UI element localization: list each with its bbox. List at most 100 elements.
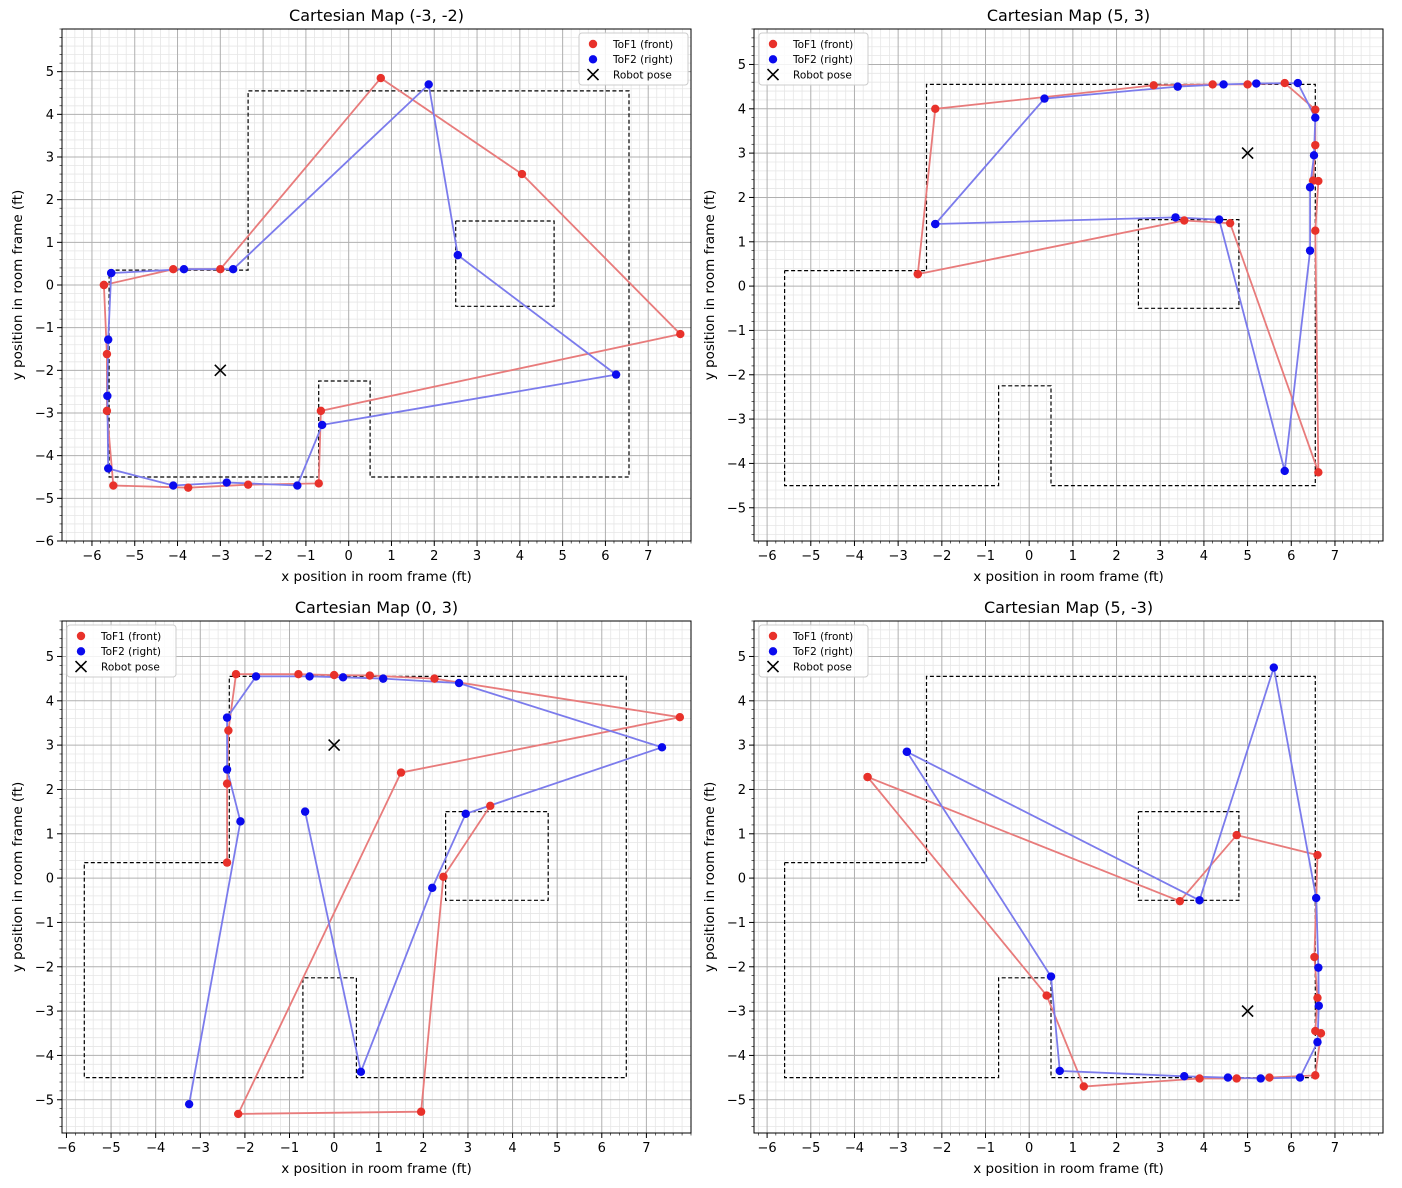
legend-entry-tof1-label: ToF1 (front) <box>100 631 161 643</box>
data-point-tof2 <box>1173 82 1182 91</box>
data-point-tof2 <box>1293 78 1303 88</box>
x-tick-label: 2 <box>1112 1141 1120 1156</box>
x-tick-label: 5 <box>1243 1141 1251 1156</box>
data-point-tof2 <box>222 713 232 722</box>
data-point-tof2 <box>1055 1066 1064 1076</box>
y-tick-label: −2 <box>727 368 746 383</box>
y-tick-label: 0 <box>738 872 746 887</box>
chart-panel-4: −6 −5 −4 −3 −2 −1 0 1 2 3 4 5 6 7 −5 −4 −3 −2 −1 0 1 2 3 4 5 Cart… <box>702 598 1384 1177</box>
data-point-tof1 <box>430 674 439 683</box>
chart-title: Cartesian Map (0, 3) <box>295 598 458 617</box>
data-point-tof2 <box>317 420 327 430</box>
data-point-tof1 <box>169 265 178 274</box>
data-point-tof2 <box>104 464 113 473</box>
data-point-tof1 <box>931 104 940 113</box>
data-point-tof2 <box>461 809 470 819</box>
data-point-tof1 <box>1310 952 1319 962</box>
data-point-tof1 <box>863 772 872 782</box>
data-point-tof2 <box>657 743 667 752</box>
x-axis-label: x position in room frame (ft) <box>973 1161 1164 1177</box>
data-point-tof1 <box>1225 218 1235 228</box>
x-tick-label: 7 <box>642 1141 650 1156</box>
x-tick-label: 6 <box>598 1141 606 1156</box>
data-point-tof2 <box>1309 151 1319 160</box>
y-tick-label: 0 <box>46 279 54 294</box>
legend-entry-tof2-marker <box>768 55 778 64</box>
y-tick-label: −1 <box>727 324 746 339</box>
y-tick-label: 4 <box>46 108 54 123</box>
y-axis-label: y position in room frame (ft) <box>10 190 26 381</box>
data-point-tof2 <box>453 250 462 260</box>
data-point-tof2 <box>931 219 940 229</box>
y-tick-label: 1 <box>738 827 746 842</box>
y-tick-label: −5 <box>727 501 746 516</box>
data-point-tof2 <box>179 265 189 274</box>
legend-box <box>758 624 869 678</box>
y-axis-label: y position in room frame (ft) <box>702 190 718 381</box>
x-axis-label: x position in room frame (ft) <box>973 569 1164 585</box>
legend-box <box>578 32 689 86</box>
y-tick-label: −3 <box>35 407 54 422</box>
y-tick-label: 2 <box>46 193 54 208</box>
grid <box>754 621 1383 1133</box>
x-tick-label: −6 <box>758 1141 777 1156</box>
data-point-tof1 <box>294 669 303 679</box>
data-point-tof2 <box>228 265 238 274</box>
data-point-tof2 <box>1305 183 1315 192</box>
data-point-tof1 <box>234 1109 243 1119</box>
data-point-tof1 <box>1079 1082 1088 1091</box>
y-tick-label: −4 <box>35 1049 54 1064</box>
legend-entry-tof1-marker <box>76 631 86 641</box>
data-point-tof2 <box>1195 896 1204 905</box>
plot-area <box>62 621 691 1133</box>
legend-entry-robot-pose-marker <box>766 660 780 673</box>
y-tick-label: −5 <box>727 1093 746 1108</box>
data-point-tof1 <box>416 1107 426 1116</box>
x-tick-label: 4 <box>1200 1141 1208 1156</box>
data-point-tof2 <box>428 883 437 893</box>
robot-pose-stroke <box>1241 147 1254 160</box>
y-tick-label: −3 <box>727 413 746 428</box>
plot-content <box>784 78 1323 487</box>
legend: ToF1 (front) ToF2 (right) Robot pose <box>578 32 689 86</box>
data-point-tof1 <box>99 280 109 290</box>
x-tick-label: −6 <box>57 1141 76 1156</box>
x-tick-label: −5 <box>801 549 820 564</box>
y-tick-label: 3 <box>738 739 746 754</box>
data-point-tof2 <box>103 391 112 401</box>
data-point-tof2 <box>1311 113 1320 122</box>
data-point-tof1 <box>1042 991 1051 1000</box>
x-tick-label: −5 <box>101 1141 120 1156</box>
legend-entry-robot-pose-marker <box>74 660 88 673</box>
legend-entry-tof2-label: ToF2 (right) <box>792 54 853 66</box>
y-tick-label: −3 <box>35 1005 54 1020</box>
data-point-tof1 <box>1149 81 1158 90</box>
y-tick-label: −4 <box>727 457 746 472</box>
data-point-tof1 <box>376 73 385 83</box>
data-point-tof2 <box>902 747 912 756</box>
x-tick-label: −1 <box>976 1141 995 1156</box>
x-tick-label: 0 <box>1025 1141 1033 1156</box>
data-point-tof2 <box>338 673 348 682</box>
chart-panel-2: −6 −5 −4 −3 −2 −1 0 1 2 3 4 5 6 7 −5 −4 −3 −2 −1 0 1 2 3 4 5 Cart… <box>702 6 1384 585</box>
data-point-tof1 <box>1314 176 1323 186</box>
x-tick-label: 0 <box>330 1141 338 1156</box>
legend-entry-tof1-marker <box>768 631 778 641</box>
data-point-tof1 <box>329 670 339 680</box>
data-point-tof1 <box>1232 1074 1241 1083</box>
legend-box <box>66 624 177 678</box>
data-point-tof2 <box>611 370 621 379</box>
legend-entry-robot-pose-marker <box>586 68 600 81</box>
legend: ToF1 (front) ToF2 (right) Robot pose <box>758 624 869 678</box>
legend-entry-tof2-marker <box>76 647 86 656</box>
robot-pose-marker <box>1241 1005 1254 1018</box>
robot-pose-marker <box>328 739 341 752</box>
data-point-tof1 <box>1180 216 1189 225</box>
legend-entry-tof1-marker <box>588 39 598 49</box>
legend-entry-robot-pose-label: Robot pose <box>101 661 160 673</box>
y-tick-label: −1 <box>727 916 746 931</box>
y-tick-label: 4 <box>738 102 746 117</box>
data-point-tof1 <box>222 779 232 788</box>
axes-frame <box>753 28 1384 542</box>
